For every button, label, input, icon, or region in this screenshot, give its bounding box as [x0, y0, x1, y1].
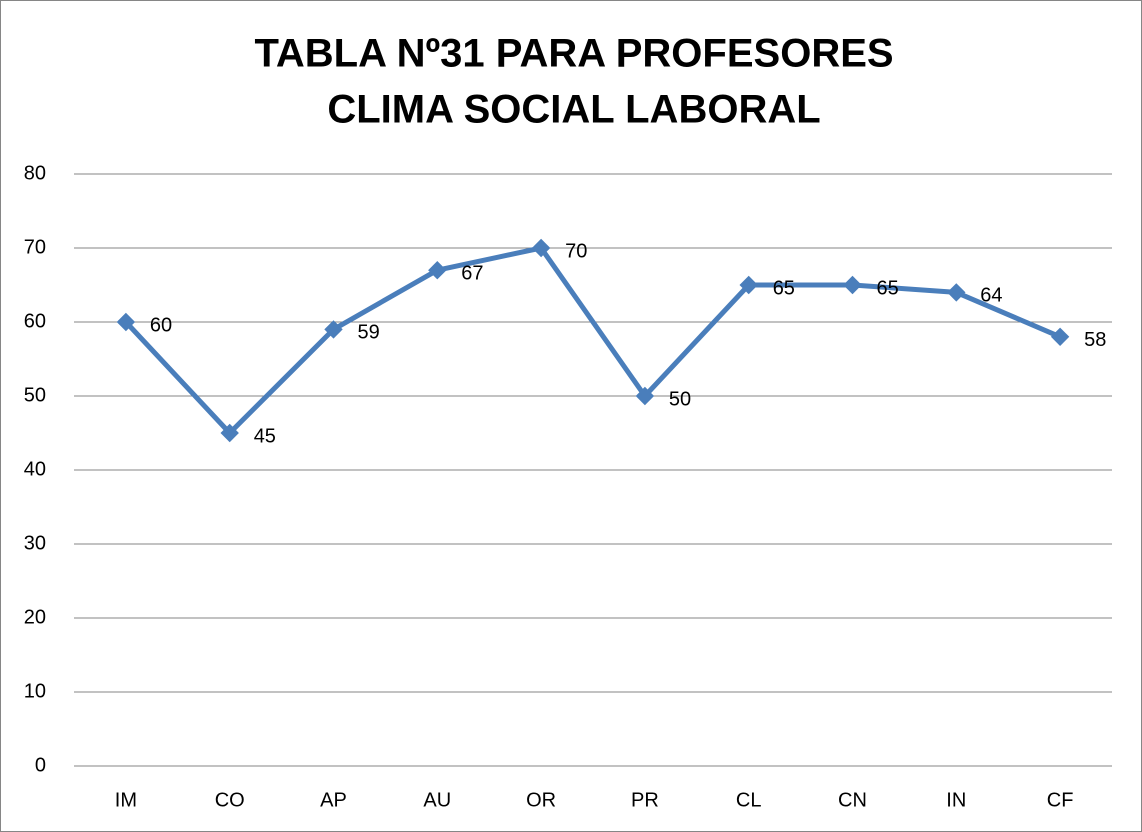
data-label: 50 [669, 388, 691, 410]
marker [428, 261, 447, 280]
marker [947, 283, 966, 302]
chart-title: TABLA Nº31 PARA PROFESORES [254, 32, 893, 76]
x-tick-label: CL [736, 789, 762, 811]
marker [843, 275, 862, 295]
x-tick-label: CF [1047, 789, 1074, 811]
marker [635, 386, 655, 406]
data-label: 65 [773, 277, 795, 299]
y-tick-label: 70 [24, 236, 46, 258]
marker [324, 320, 343, 339]
marker [531, 238, 551, 258]
data-label: 67 [461, 262, 483, 284]
marker [220, 423, 239, 443]
y-tick-label: 80 [24, 162, 46, 184]
x-tick-label: CN [838, 789, 867, 811]
x-tick-label: AU [423, 789, 451, 811]
marker [739, 275, 758, 295]
data-label: 59 [358, 322, 380, 344]
y-tick-label: 20 [24, 606, 46, 628]
data-label: 60 [150, 314, 172, 336]
x-tick-label: PR [631, 789, 659, 811]
x-tick-label: CO [215, 789, 245, 811]
y-tick-label: 40 [24, 458, 46, 480]
x-tick-label: IM [115, 789, 137, 811]
x-tick-label: IN [946, 789, 966, 811]
y-tick-label: 50 [24, 384, 46, 406]
y-tick-label: 30 [24, 532, 46, 554]
marker [1050, 327, 1070, 346]
y-tick-label: 10 [24, 680, 46, 702]
data-label: 70 [565, 240, 587, 262]
data-label: 58 [1084, 329, 1106, 351]
data-label: 65 [877, 277, 899, 299]
x-tick-label: AP [320, 789, 347, 811]
y-tick-label: 0 [35, 754, 46, 776]
series-line [124, 245, 1062, 436]
y-tick-label: 60 [24, 310, 46, 332]
data-label: 64 [980, 285, 1002, 307]
data-label: 45 [254, 425, 276, 447]
x-tick-label: OR [526, 789, 556, 811]
chart-title: CLIMA SOCIAL LABORAL [327, 88, 820, 132]
